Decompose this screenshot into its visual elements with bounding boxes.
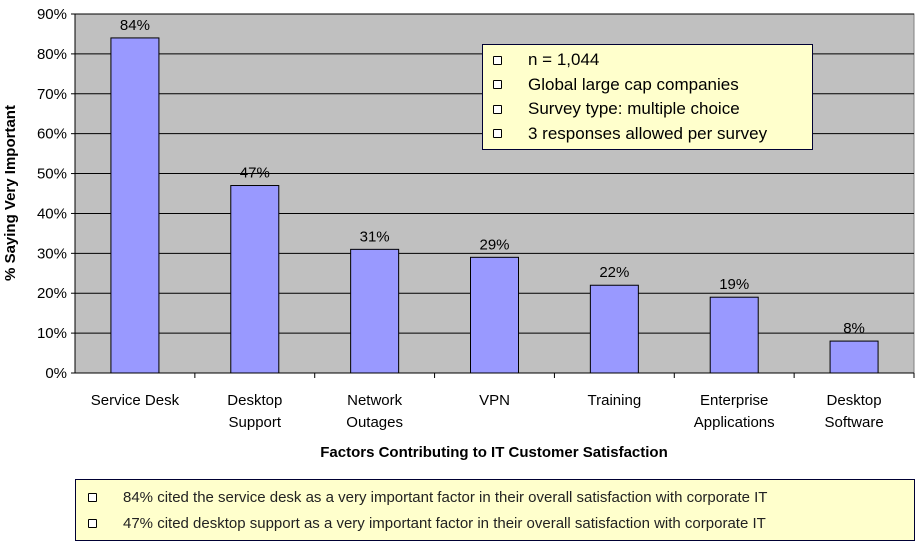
data-label: 29%	[479, 236, 509, 253]
info-item: n = 1,044	[483, 48, 812, 73]
x-axis-title: Factors Contributing to IT Customer Sati…	[320, 444, 668, 461]
data-label: 22%	[599, 264, 629, 281]
data-label: 47%	[240, 165, 270, 182]
y-tick-label: 50%	[37, 166, 67, 183]
bar	[709, 296, 759, 374]
y-axis-title: % Saying Very Important	[2, 105, 19, 281]
bar	[350, 248, 400, 374]
y-tick-label: 70%	[37, 86, 67, 103]
x-tick-label: Desktop	[827, 392, 882, 409]
x-tick-label: Network	[347, 392, 403, 409]
note-item: 47% cited desktop support as a very impo…	[76, 510, 914, 536]
bar	[829, 340, 879, 374]
info-item: Survey type: multiple choice	[483, 97, 812, 122]
square-bullet-icon	[493, 55, 502, 65]
info-text: Survey type: multiple choice	[528, 99, 740, 119]
info-text: 3 responses allowed per survey	[528, 123, 768, 143]
survey-info-box: n = 1,044 Global large cap companies Sur…	[482, 44, 813, 150]
info-text: n = 1,044	[528, 50, 600, 70]
y-tick-label: 80%	[37, 46, 67, 63]
y-tick-label: 0%	[45, 365, 67, 382]
note-item: 84% cited the service desk as a very imp…	[76, 484, 914, 510]
note-text: 47% cited desktop support as a very impo…	[123, 514, 766, 532]
data-label: 84%	[120, 17, 150, 34]
x-tick-label: Support	[229, 414, 282, 431]
bar	[110, 37, 160, 374]
bar	[470, 256, 519, 374]
info-item: 3 responses allowed per survey	[483, 122, 812, 147]
info-text: Global large cap companies	[528, 74, 739, 94]
y-tick-label: 40%	[37, 205, 67, 222]
y-tick-label: 90%	[37, 6, 67, 23]
data-label: 31%	[360, 228, 390, 245]
y-tick-label: 30%	[37, 245, 67, 262]
bar	[589, 284, 639, 374]
data-label: 19%	[719, 276, 749, 293]
note-text: 84% cited the service desk as a very imp…	[123, 488, 768, 506]
x-tick-label: Desktop	[227, 392, 282, 409]
square-bullet-icon	[88, 492, 97, 502]
y-tick-label: 10%	[37, 325, 67, 342]
x-tick-label: Outages	[346, 414, 403, 431]
square-bullet-icon	[493, 80, 502, 90]
x-tick-label: Service Desk	[91, 392, 180, 409]
x-tick-label: VPN	[479, 392, 510, 409]
x-tick-label: Training	[588, 392, 642, 409]
square-bullet-icon	[88, 518, 97, 528]
square-bullet-icon	[493, 129, 502, 139]
notes-box: 84% cited the service desk as a very imp…	[75, 479, 915, 541]
x-tick-label: Software	[824, 414, 883, 431]
square-bullet-icon	[493, 104, 502, 114]
y-tick-label: 20%	[37, 285, 67, 302]
y-tick-label: 60%	[37, 126, 67, 143]
info-item: Global large cap companies	[483, 73, 812, 98]
x-tick-label: Applications	[694, 414, 775, 431]
data-label: 8%	[843, 320, 865, 337]
bar	[230, 185, 280, 374]
x-tick-label: Enterprise	[700, 392, 768, 409]
